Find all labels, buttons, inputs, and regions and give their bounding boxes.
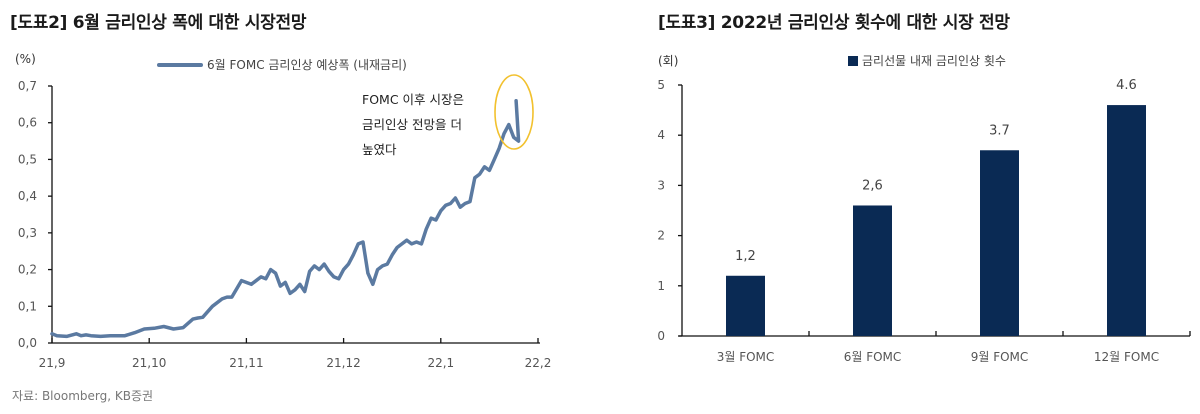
bar-value-label: 2,6 (862, 178, 883, 193)
line-chart: 0,0 0,1 0,2 0,3 0,4 0,5 0,6 0,7 21,9 21,10 21,11 21… (18, 74, 552, 370)
bar (726, 275, 765, 336)
source-note: 자료: Bloomberg, KB증권 (12, 389, 154, 403)
bar (980, 150, 1019, 336)
y-tick-label: 0,4 (18, 189, 37, 203)
right-legend-label: 금리선물 내재 금리인상 횟수 (862, 54, 1006, 68)
line-series (50, 98, 521, 339)
left-chart-title: [도표2] 6월 금리인상 폭에 대한 시장전망 (10, 13, 307, 33)
left-y-unit: (%) (15, 52, 36, 66)
x-tick-label: 21,9 (39, 356, 66, 370)
left-legend: 6월 FOMC 금리인상 예상폭 (내재금리) (157, 56, 407, 73)
x-tick-label: 22,2 (525, 356, 552, 370)
y-tick-label: 0,6 (18, 116, 37, 130)
y-tick-label: 0,0 (18, 336, 37, 350)
left-annotation: FOMC 이후 시장은 금리인상 전망을 더 높였다 (362, 87, 464, 162)
y-tick-label: 0,3 (18, 226, 37, 240)
bar-y-tick-label: 1 (657, 279, 665, 293)
bar-y-tick-label: 3 (657, 178, 665, 192)
annotation-line-2: 금리인상 전망을 더 (362, 117, 462, 132)
x-tick-label: 21,12 (326, 356, 360, 370)
bar-chart: 0 1 2 3 4 5 1,2 3월 FOMC 2,6 6월 FOMC 3.7 9월 FOMC 4.6… (657, 78, 1191, 364)
legend-line-icon (157, 62, 203, 67)
x-tick-label: 22,1 (427, 356, 454, 370)
bar-category-label: 9월 FOMC (971, 350, 1029, 364)
x-tick-label: 21,10 (132, 356, 166, 370)
y-tick-label: 0,1 (18, 299, 37, 313)
bar-value-label: 1,2 (735, 249, 756, 264)
bar-y-tick-label: 4 (657, 128, 665, 142)
y-tick-label: 0,2 (18, 263, 37, 277)
left-legend-label: 6월 FOMC 금리인상 예상폭 (내재금리) (207, 58, 407, 72)
bar-value-label: 3.7 (989, 123, 1010, 138)
bar-category-label: 3월 FOMC (717, 350, 775, 364)
annotation-line-3: 높였다 (362, 142, 397, 157)
right-legend: 금리선물 내재 금리인상 횟수 (848, 52, 1006, 69)
bar-category-label: 6월 FOMC (844, 350, 902, 364)
annotation-line-1: FOMC 이후 시장은 (362, 92, 464, 107)
bar-y-tick-label: 2 (657, 229, 665, 243)
bar-value-label: 4.6 (1116, 78, 1137, 93)
bar-y-tick-label: 5 (657, 78, 665, 92)
bar (853, 205, 892, 336)
bar-y-tick-label: 0 (657, 329, 665, 343)
highlight-ellipse (494, 74, 534, 150)
legend-square-icon (848, 55, 858, 66)
right-chart-title: [도표3] 2022년 금리인상 횟수에 대한 시장 전망 (658, 13, 1010, 33)
y-tick-label: 0,7 (18, 79, 37, 93)
bar (1107, 105, 1146, 336)
x-tick-label: 21,11 (229, 356, 263, 370)
right-y-unit: (회) (658, 54, 679, 68)
bar-category-label: 12월 FOMC (1094, 350, 1159, 364)
y-tick-label: 0,5 (18, 152, 37, 166)
